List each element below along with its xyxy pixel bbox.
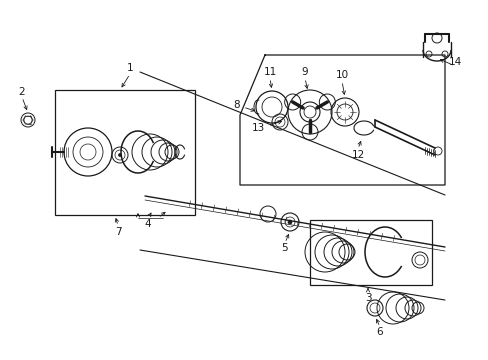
Text: 1: 1 xyxy=(126,63,133,73)
Text: 7: 7 xyxy=(115,227,121,237)
Text: 4: 4 xyxy=(144,219,151,229)
Text: 3: 3 xyxy=(364,293,370,303)
Text: 6: 6 xyxy=(376,327,383,337)
Text: 8: 8 xyxy=(233,100,240,110)
Bar xyxy=(55,90,195,215)
Text: 10: 10 xyxy=(335,70,348,80)
Text: 11: 11 xyxy=(263,67,276,77)
Text: 9: 9 xyxy=(301,67,307,77)
Circle shape xyxy=(287,220,291,224)
Bar xyxy=(309,220,431,285)
Circle shape xyxy=(118,153,121,157)
Text: 12: 12 xyxy=(351,150,364,160)
Text: 2: 2 xyxy=(19,87,25,97)
Text: 13: 13 xyxy=(251,123,264,133)
Text: 5: 5 xyxy=(281,243,288,253)
Text: 14: 14 xyxy=(447,57,461,67)
